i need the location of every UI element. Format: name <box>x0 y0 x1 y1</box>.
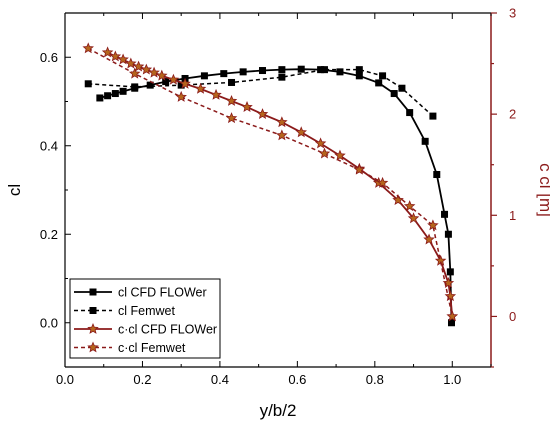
data-point <box>278 66 286 74</box>
series-line <box>87 47 454 317</box>
data-point <box>446 268 454 276</box>
y-tick-label: 0.4 <box>40 138 58 153</box>
data-point <box>179 77 191 89</box>
x-tick-label: 0.8 <box>366 372 384 387</box>
data-point <box>297 65 305 73</box>
data-point <box>276 116 288 128</box>
data-point <box>194 82 207 94</box>
data-point <box>104 92 112 100</box>
data-point <box>429 112 437 120</box>
ticks-layer: 0.0 0.2 0.4 0.6 0.8 1.0 0.0 0.2 0.4 0.6 0 1 2 3 <box>40 6 516 388</box>
data-point <box>259 67 267 75</box>
y-tick-label: 0.6 <box>40 50 58 65</box>
data-point <box>318 147 331 159</box>
legend-label: c·cl CFD FLOWer <box>118 323 217 337</box>
data-point <box>379 72 387 80</box>
series-1 <box>84 66 437 120</box>
data-point <box>109 50 122 62</box>
data-point <box>278 73 286 81</box>
legend-label: cl CFD FLOWer <box>118 286 207 300</box>
data-point <box>156 69 168 81</box>
x-axis-title: y/b/2 <box>260 401 297 420</box>
data-point <box>220 70 228 78</box>
y-tick-label: 0.0 <box>40 315 58 330</box>
y2-tick-label: 1 <box>509 208 516 223</box>
data-point <box>376 176 389 188</box>
data-point <box>433 171 441 179</box>
data-point <box>392 194 404 206</box>
data-point <box>117 53 129 65</box>
data-point <box>128 67 141 79</box>
data-point <box>447 319 455 327</box>
legend-marker <box>89 307 97 314</box>
data-point <box>334 149 346 161</box>
data-point <box>320 66 328 74</box>
data-point <box>225 94 238 106</box>
y2-tick-label: 3 <box>509 6 516 21</box>
data-point <box>119 87 127 95</box>
x-tick-label: 0.2 <box>133 372 151 387</box>
x-tick-label: 0.4 <box>211 372 229 387</box>
data-point <box>427 219 439 231</box>
data-point <box>276 129 288 141</box>
data-point <box>162 78 170 86</box>
data-point <box>355 72 363 80</box>
data-point <box>421 137 429 145</box>
data-point <box>406 109 414 117</box>
legend-marker <box>87 322 99 334</box>
legend: cl CFD FLOWer cl Femwet c·cl CFD FLOWer c·c… <box>69 278 221 359</box>
series-layer <box>82 42 459 327</box>
data-point <box>111 90 119 98</box>
x-tick-label: 0.0 <box>56 372 74 387</box>
data-point <box>398 84 406 92</box>
data-point <box>84 80 92 88</box>
series-3 <box>82 42 459 322</box>
data-point <box>146 81 154 89</box>
data-point <box>407 212 420 224</box>
data-point <box>441 210 449 218</box>
data-point <box>336 68 344 76</box>
x-tick-label: 0.6 <box>288 372 306 387</box>
data-point <box>148 66 160 78</box>
data-point <box>314 137 327 149</box>
y-tick-label: 0.2 <box>40 227 58 242</box>
y2-tick-label: 0 <box>509 309 516 324</box>
data-point <box>210 88 222 100</box>
y-axis-title: cl <box>5 184 24 196</box>
data-point <box>96 94 104 102</box>
data-point <box>167 73 180 85</box>
data-point <box>177 81 185 89</box>
legend-label: cl Femwet <box>118 304 175 318</box>
data-point <box>423 233 435 245</box>
data-point <box>82 42 94 54</box>
legend-label: c·cl Femwet <box>118 341 186 355</box>
data-point <box>140 63 153 75</box>
data-point <box>375 79 383 87</box>
x-tick-label: 1.0 <box>443 372 461 387</box>
data-point <box>131 83 139 91</box>
data-point <box>225 112 238 124</box>
data-point <box>403 200 416 212</box>
data-point <box>256 108 269 120</box>
series-line <box>107 51 454 317</box>
data-point <box>125 57 137 69</box>
data-point <box>390 90 398 98</box>
legend-marker <box>87 341 99 353</box>
data-point <box>239 68 247 76</box>
data-point <box>132 60 145 72</box>
data-point <box>175 90 187 102</box>
data-point <box>101 46 114 58</box>
data-point <box>228 78 236 86</box>
data-point <box>355 66 363 74</box>
legend-marker <box>89 288 97 296</box>
data-point <box>444 230 452 238</box>
data-point <box>353 163 366 175</box>
data-point <box>446 310 459 322</box>
y2-axis-title: c cl [m] <box>536 163 550 217</box>
data-point <box>241 101 253 112</box>
y2-tick-label: 2 <box>509 107 516 122</box>
data-point <box>200 72 208 80</box>
data-point <box>295 126 307 138</box>
